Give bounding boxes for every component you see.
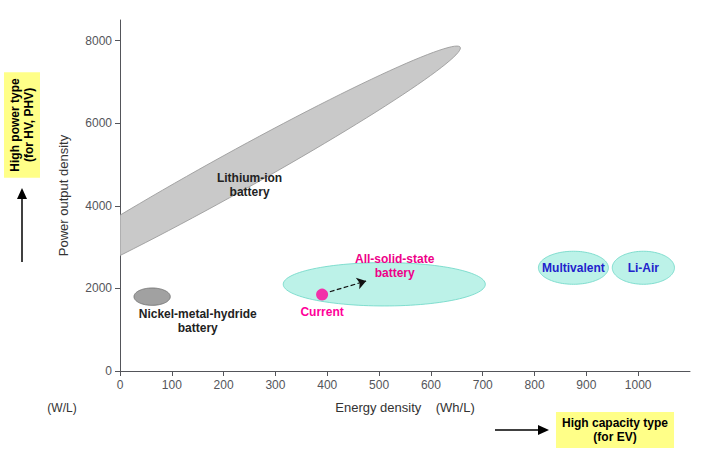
svg-text:4000: 4000: [85, 199, 112, 213]
svg-text:(for EV): (for EV): [593, 430, 636, 444]
svg-text:Power output density: Power output density: [56, 134, 71, 256]
svg-text:battery: battery: [178, 321, 218, 335]
svg-text:Nickel-metal-hydride: Nickel-metal-hydride: [139, 307, 257, 321]
svg-text:All-solid-state: All-solid-state: [355, 252, 435, 266]
svg-text:600: 600: [421, 378, 441, 392]
svg-text:300: 300: [265, 378, 285, 392]
svg-text:0: 0: [105, 364, 112, 378]
svg-text:Li-Air: Li-Air: [628, 261, 660, 275]
svg-text:Energy density (Wh/L): Energy density (Wh/L): [335, 400, 474, 415]
svg-text:200: 200: [214, 378, 234, 392]
svg-text:Lithium-ion: Lithium-ion: [217, 171, 282, 185]
svg-text:900: 900: [576, 378, 596, 392]
svg-text:(W/L): (W/L): [47, 401, 76, 415]
svg-text:battery: battery: [230, 185, 270, 199]
svg-text:500: 500: [369, 378, 389, 392]
svg-text:High power type: High power type: [8, 78, 22, 172]
svg-text:battery: battery: [375, 266, 415, 280]
svg-text:Multivalent: Multivalent: [542, 261, 605, 275]
svg-text:400: 400: [317, 378, 337, 392]
svg-text:700: 700: [473, 378, 493, 392]
svg-text:6000: 6000: [85, 116, 112, 130]
svg-text:800: 800: [525, 378, 545, 392]
svg-text:8000: 8000: [85, 34, 112, 48]
svg-text:(for HV, PHV): (for HV, PHV): [22, 88, 36, 162]
svg-text:Current: Current: [300, 305, 343, 319]
svg-text:0: 0: [117, 378, 124, 392]
svg-text:High capacity type: High capacity type: [562, 416, 668, 430]
svg-text:100: 100: [162, 378, 182, 392]
svg-text:1000: 1000: [625, 378, 652, 392]
svg-text:2000: 2000: [85, 281, 112, 295]
